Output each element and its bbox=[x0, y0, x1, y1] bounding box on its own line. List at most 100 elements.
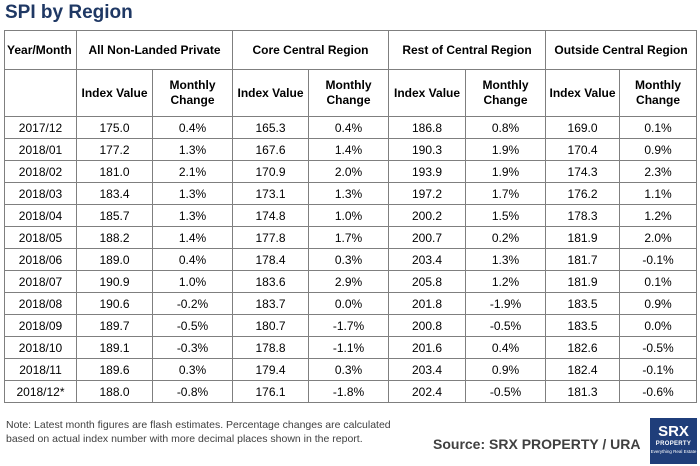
row-label-cell: 2018/08 bbox=[4, 292, 77, 315]
footnote: Note: Latest month figures are flash est… bbox=[6, 419, 391, 445]
table-cell: 183.5 bbox=[545, 314, 621, 337]
table-cell: 1.7% bbox=[465, 182, 547, 205]
subheader: Monthly Change bbox=[619, 69, 698, 117]
table-cell: 1.5% bbox=[465, 204, 547, 227]
row-label-cell: 2018/06 bbox=[4, 248, 77, 271]
table-cell: 0.0% bbox=[619, 314, 698, 337]
table-cell: -0.8% bbox=[152, 380, 233, 403]
table-cell: 2.1% bbox=[152, 160, 233, 183]
spi-table: Year/Month All Non-Landed Private Core C… bbox=[4, 30, 698, 403]
table-cell: -0.1% bbox=[619, 358, 698, 381]
table-cell: 177.2 bbox=[76, 138, 153, 161]
table-cell: -1.7% bbox=[307, 314, 390, 337]
table-cell: 201.6 bbox=[388, 336, 467, 359]
row-label-cell: 2018/01 bbox=[4, 138, 77, 161]
table-cell: 180.7 bbox=[232, 314, 309, 337]
table-cell: -1.1% bbox=[307, 336, 390, 359]
table-group-header-row: Year/Month All Non-Landed Private Core C… bbox=[4, 30, 698, 70]
row-label-cell: 2018/10 bbox=[4, 336, 77, 359]
table-cell: 1.7% bbox=[307, 226, 390, 249]
table-cell: 175.0 bbox=[76, 116, 153, 139]
table-cell: 181.0 bbox=[76, 160, 153, 183]
table-cell: 0.0% bbox=[307, 292, 390, 315]
table-cell: 197.2 bbox=[388, 182, 467, 205]
table-cell: 190.3 bbox=[388, 138, 467, 161]
table-cell: -0.5% bbox=[619, 336, 698, 359]
table-cell: 165.3 bbox=[232, 116, 309, 139]
table-cell: 183.6 bbox=[232, 270, 309, 293]
table-cell: 200.8 bbox=[388, 314, 467, 337]
table-cell: 0.4% bbox=[307, 116, 390, 139]
row-label-cell: 2018/04 bbox=[4, 204, 77, 227]
subheader: Index Value bbox=[232, 69, 309, 117]
table-cell: 189.6 bbox=[76, 358, 153, 381]
table-row: 2018/05 188.2 1.4% 177.8 1.7% 200.7 0.2% 181.9 2… bbox=[4, 226, 698, 249]
table-cell: 2.3% bbox=[619, 160, 698, 183]
row-label-cell: 2018/02 bbox=[4, 160, 77, 183]
table-cell: 200.2 bbox=[388, 204, 467, 227]
table-cell: 169.0 bbox=[545, 116, 621, 139]
logo-tagline: Everything Real Estate bbox=[650, 449, 697, 454]
table-cell: 1.9% bbox=[465, 160, 547, 183]
table-cell: 0.1% bbox=[619, 116, 698, 139]
table-row: 2018/10 189.1 -0.3% 178.8 -1.1% 201.6 0.4% 182.… bbox=[4, 336, 698, 359]
table-cell: 0.2% bbox=[465, 226, 547, 249]
table-cell: 1.2% bbox=[619, 204, 698, 227]
table-row: 2018/09 189.7 -0.5% 180.7 -1.7% 200.8 -0.5% 183… bbox=[4, 314, 698, 337]
table-cell: 190.6 bbox=[76, 292, 153, 315]
table-cell: 1.4% bbox=[307, 138, 390, 161]
table-subheader-row: Index Value Monthly Change Index Value M… bbox=[4, 69, 698, 117]
table-row: 2017/12 175.0 0.4% 165.3 0.4% 186.8 0.8% 169.0 0… bbox=[4, 116, 698, 139]
table-cell: 2.9% bbox=[307, 270, 390, 293]
table-cell: 176.2 bbox=[545, 182, 621, 205]
table-cell: 181.7 bbox=[545, 248, 621, 271]
subheader: Index Value bbox=[388, 69, 467, 117]
table-cell: 174.8 bbox=[232, 204, 309, 227]
table-cell: 189.7 bbox=[76, 314, 153, 337]
table-cell: 188.0 bbox=[76, 380, 153, 403]
table-cell: -0.1% bbox=[619, 248, 698, 271]
subheader: Monthly Change bbox=[465, 69, 547, 117]
subheader: Index Value bbox=[76, 69, 153, 117]
table-cell: 0.1% bbox=[619, 270, 698, 293]
table-cell: 181.9 bbox=[545, 270, 621, 293]
srx-logo: SRX PROPERTY Everything Real Estate bbox=[650, 418, 697, 464]
group-header: Outside Central Region bbox=[545, 30, 698, 70]
table-cell: 170.9 bbox=[232, 160, 309, 183]
table-cell: 0.9% bbox=[465, 358, 547, 381]
row-label-cell: 2017/12 bbox=[4, 116, 77, 139]
table-cell: 203.4 bbox=[388, 248, 467, 271]
table-cell: 178.3 bbox=[545, 204, 621, 227]
table-cell: 200.7 bbox=[388, 226, 467, 249]
table-cell: 186.8 bbox=[388, 116, 467, 139]
row-label-cell: 2018/03 bbox=[4, 182, 77, 205]
table-cell: 182.4 bbox=[545, 358, 621, 381]
table-cell: -0.3% bbox=[152, 336, 233, 359]
table-row: 2018/03 183.4 1.3% 173.1 1.3% 197.2 1.7% 176.2 1… bbox=[4, 182, 698, 205]
table-cell: 1.3% bbox=[307, 182, 390, 205]
table-cell: 189.0 bbox=[76, 248, 153, 271]
table-cell: 1.2% bbox=[465, 270, 547, 293]
table-cell: 0.3% bbox=[307, 248, 390, 271]
table-row: 2018/07 190.9 1.0% 183.6 2.9% 205.8 1.2% 181.9 0… bbox=[4, 270, 698, 293]
subheader: Monthly Change bbox=[307, 69, 390, 117]
table-cell: 185.7 bbox=[76, 204, 153, 227]
row-label-cell: 2018/09 bbox=[4, 314, 77, 337]
logo-text: SRX bbox=[658, 423, 689, 440]
table-cell: 0.4% bbox=[152, 248, 233, 271]
page-title: SPI by Region bbox=[5, 2, 133, 23]
table-cell: -0.5% bbox=[152, 314, 233, 337]
source-label: Source: SRX PROPERTY / URA bbox=[433, 436, 641, 452]
table-row: 2018/11 189.6 0.3% 179.4 0.3% 203.4 0.9% 182.4-… bbox=[4, 358, 698, 381]
table-cell: 1.9% bbox=[465, 138, 547, 161]
table-cell: 202.4 bbox=[388, 380, 467, 403]
table-cell: 183.5 bbox=[545, 292, 621, 315]
table-cell: 0.3% bbox=[152, 358, 233, 381]
table-row: 2018/06 189.0 0.4% 178.4 0.3% 203.4 1.3% 181.7-… bbox=[4, 248, 698, 271]
year-month-header: Year/Month bbox=[4, 30, 77, 70]
table-cell: 183.7 bbox=[232, 292, 309, 315]
table-cell: 188.2 bbox=[76, 226, 153, 249]
table-cell: 1.0% bbox=[152, 270, 233, 293]
table-cell: 2.0% bbox=[619, 226, 698, 249]
table-cell: 189.1 bbox=[76, 336, 153, 359]
